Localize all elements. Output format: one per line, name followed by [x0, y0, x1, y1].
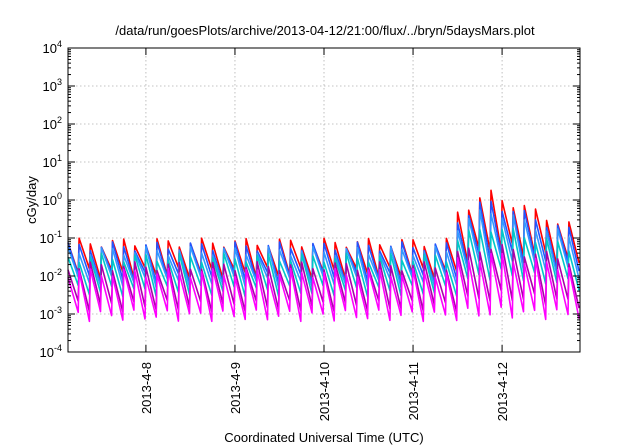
y-tick-label: 103	[43, 77, 62, 94]
y-tick-label: 10-4	[40, 343, 62, 360]
y-axis-label: cGy/day	[24, 176, 39, 224]
y-tick-label: 102	[43, 115, 62, 132]
series-line-5	[67, 252, 580, 323]
chart-title: /data/run/goesPlots/archive/2013-04-12/2…	[115, 23, 535, 38]
y-tick-label: 10-2	[40, 267, 62, 284]
y-tick-label: 100	[43, 191, 62, 208]
x-axis-ticks: 2013-4-8 2013-4-9 2013-4-10 2013-4-11 2013-4…	[139, 48, 510, 421]
series-layer	[67, 189, 580, 323]
x-tick-label: 2013-4-10	[317, 362, 332, 421]
y-axis-ticks: 10-4 10-3 10-2 10-1 100 101 102 103 104	[40, 39, 580, 360]
y-tick-label: 104	[43, 39, 62, 56]
x-axis-label: Coordinated Universal Time (UTC)	[224, 430, 423, 445]
x-tick-label: 2013-4-11	[406, 362, 421, 420]
y-tick-label: 10-1	[40, 229, 62, 246]
y-tick-label: 101	[43, 153, 62, 170]
x-tick-label: 2013-4-12	[495, 362, 510, 421]
x-tick-label: 2013-4-8	[139, 362, 154, 414]
y-tick-label: 10-3	[40, 305, 62, 322]
x-tick-label: 2013-4-9	[228, 362, 243, 414]
